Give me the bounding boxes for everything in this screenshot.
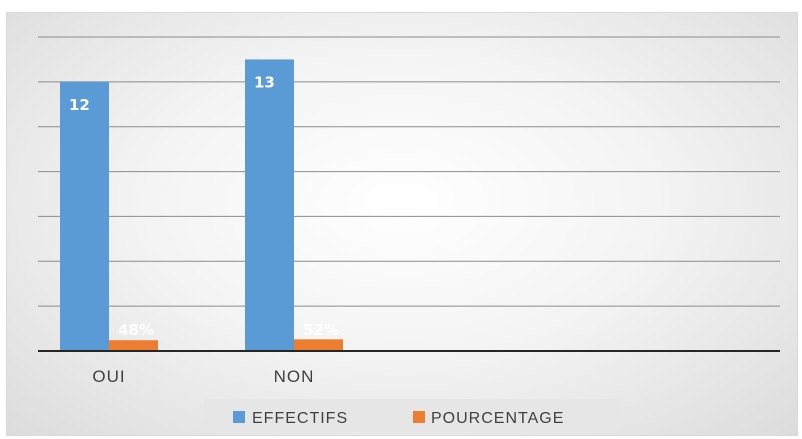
x-tick-label-oui: OUI bbox=[92, 367, 125, 386]
chart-frame bbox=[6, 12, 798, 436]
bar-effectifs-non bbox=[245, 59, 294, 352]
bar-pourcentage-non bbox=[294, 339, 343, 351]
data-label-pourcentage-non: 52% bbox=[303, 321, 339, 339]
x-tick-label-non: NON bbox=[274, 367, 315, 386]
data-labels: 12 48% 13 52% bbox=[69, 73, 339, 339]
bars bbox=[60, 59, 343, 352]
bar-pourcentage-oui bbox=[109, 340, 158, 351]
data-label-pourcentage-oui: 48% bbox=[118, 321, 154, 339]
legend: EFFECTIFS POURCENTAGE bbox=[205, 399, 620, 432]
data-label-effectifs-non: 13 bbox=[254, 73, 275, 91]
x-tick-labels: OUI NON bbox=[92, 367, 315, 386]
legend-label-pourcentage: POURCENTAGE bbox=[431, 410, 564, 427]
gridlines bbox=[38, 36, 780, 307]
data-label-effectifs-oui: 12 bbox=[69, 96, 90, 114]
legend-label-effectifs: EFFECTIFS bbox=[252, 410, 348, 427]
legend-box bbox=[205, 399, 620, 432]
bar-effectifs-oui bbox=[60, 81, 109, 351]
legend-swatch-effectifs bbox=[233, 411, 245, 423]
legend-swatch-pourcentage bbox=[413, 411, 425, 423]
